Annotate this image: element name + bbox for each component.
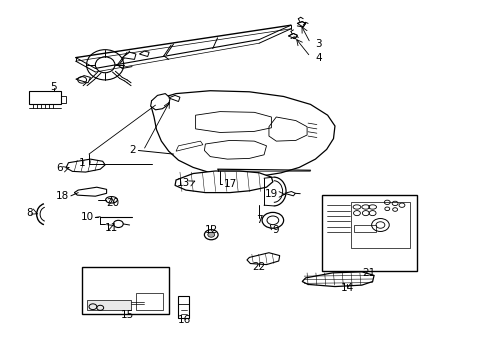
PathPatch shape	[66, 159, 105, 172]
Text: 4: 4	[315, 53, 322, 63]
Text: 8: 8	[26, 208, 33, 218]
Text: 9: 9	[272, 225, 279, 235]
Text: 15: 15	[120, 310, 134, 320]
PathPatch shape	[139, 51, 149, 57]
Text: 18: 18	[56, 191, 69, 201]
Text: 17: 17	[224, 179, 237, 189]
Text: 22: 22	[252, 262, 265, 272]
PathPatch shape	[76, 76, 90, 83]
PathPatch shape	[151, 91, 334, 176]
Text: 21: 21	[362, 268, 375, 278]
Text: 16: 16	[178, 315, 191, 325]
Text: 6: 6	[56, 163, 62, 174]
PathPatch shape	[74, 187, 106, 196]
PathPatch shape	[284, 192, 295, 196]
Ellipse shape	[207, 232, 214, 237]
PathPatch shape	[246, 253, 279, 265]
Bar	[350, 202, 409, 248]
PathPatch shape	[297, 22, 305, 27]
Bar	[82, 267, 169, 314]
Text: 2: 2	[129, 145, 136, 156]
Text: 14: 14	[340, 283, 353, 293]
PathPatch shape	[168, 95, 180, 102]
PathPatch shape	[288, 33, 297, 39]
Bar	[61, 96, 66, 103]
Bar	[87, 300, 131, 310]
Bar	[136, 293, 163, 310]
Text: 13: 13	[176, 177, 189, 188]
Text: 7: 7	[255, 215, 262, 225]
PathPatch shape	[175, 171, 272, 193]
Bar	[353, 225, 375, 232]
Text: 5: 5	[50, 82, 57, 92]
PathPatch shape	[122, 52, 136, 59]
Text: 1: 1	[79, 158, 85, 168]
Bar	[321, 195, 416, 271]
Bar	[178, 296, 189, 318]
Text: 10: 10	[81, 212, 94, 222]
PathPatch shape	[150, 94, 170, 110]
PathPatch shape	[302, 272, 373, 287]
Text: 19: 19	[264, 189, 277, 199]
Text: 3: 3	[315, 39, 322, 49]
Bar	[29, 91, 61, 104]
Text: 20: 20	[106, 198, 120, 208]
Text: 11: 11	[105, 222, 118, 233]
Text: 12: 12	[204, 225, 218, 235]
